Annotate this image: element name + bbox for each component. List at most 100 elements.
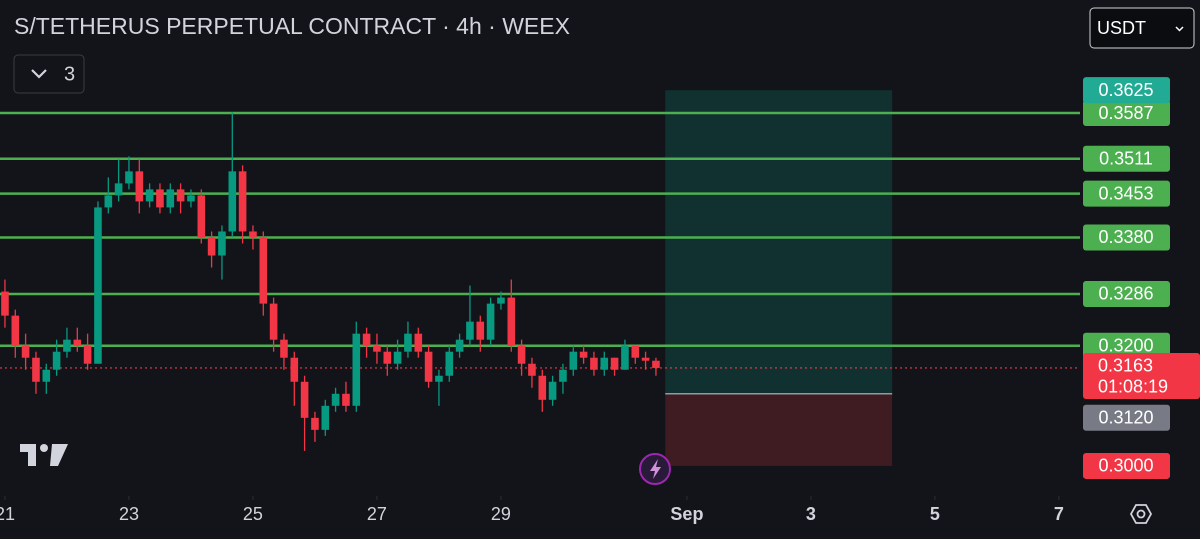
candle-body: [156, 189, 164, 208]
candle-body: [73, 339, 82, 346]
candle-body: [610, 357, 619, 370]
axis-layer: 21 23 25 27 29 Sep 3 5 7 0.3587 0.3511 0.3453 0.3380…: [0, 77, 1200, 524]
currency-select[interactable]: [1089, 7, 1195, 49]
indicator-toggle[interactable]: [13, 54, 85, 94]
candle-body: [393, 351, 402, 364]
candle-body: [652, 360, 660, 368]
entry-label: 0.3120: [1098, 408, 1153, 428]
candle-body: [631, 345, 640, 358]
candle-body: [94, 207, 102, 364]
candle-body: [362, 333, 371, 346]
current-price-box: [1083, 352, 1200, 399]
candle-body: [52, 351, 61, 370]
level-label: 0.3453: [1098, 183, 1153, 203]
level-label: 0.3587: [1098, 103, 1153, 123]
candle-body: [145, 189, 154, 202]
entry-box: [1083, 404, 1170, 431]
alert-icon[interactable]: [639, 453, 671, 485]
target-label: 0.3625: [1098, 80, 1153, 100]
candle-body: [373, 345, 381, 352]
candle-body: [42, 369, 51, 382]
candle-body: [32, 357, 40, 382]
candle-body: [342, 393, 350, 406]
candle-body: [104, 195, 113, 208]
x-tick-label: 29: [491, 504, 511, 524]
stop-zone: [665, 393, 893, 466]
level-box: [1083, 332, 1170, 359]
x-tick-label: 27: [367, 504, 387, 524]
candle-body: [600, 357, 609, 370]
countdown-label: 01:08:19: [1098, 377, 1168, 397]
candle-body: [166, 189, 175, 208]
candle-body: [476, 321, 485, 340]
candle-body: [311, 417, 319, 430]
candle-body: [238, 171, 247, 232]
candle-body: [414, 333, 423, 352]
candle-body: [331, 393, 340, 406]
level-box: [1083, 100, 1170, 127]
candle-body: [455, 339, 464, 352]
position-layer: [665, 90, 893, 466]
candle-body: [404, 333, 412, 352]
x-tick-label: Sep: [670, 504, 703, 524]
settings-icon[interactable]: [1129, 504, 1153, 524]
candle-body: [507, 297, 516, 346]
candle-body: [228, 171, 237, 232]
candle-body: [11, 315, 20, 346]
candle-body: [63, 339, 71, 352]
candle-body: [579, 351, 588, 358]
candle-body: [497, 297, 505, 304]
candle-body: [269, 303, 278, 340]
candle-body: [559, 369, 567, 382]
candle-body: [548, 381, 557, 400]
x-tick-label: 3: [806, 504, 816, 524]
candle-body: [621, 345, 629, 370]
candle-body: [125, 171, 133, 184]
candle-body: [114, 183, 123, 196]
candle-body: [641, 357, 650, 361]
candle-body: [1, 291, 9, 316]
stop-label: 0.3000: [1098, 456, 1153, 476]
candle-body: [249, 231, 257, 238]
candle-body: [21, 345, 30, 358]
x-tick-label: 25: [243, 504, 263, 524]
candle-body: [486, 303, 495, 340]
candle-body: [424, 351, 433, 382]
level-box: [1083, 280, 1170, 307]
x-tick-label: 5: [930, 504, 940, 524]
candle-body: [435, 375, 443, 382]
x-tick-label: 21: [0, 504, 15, 524]
candle-body: [517, 345, 526, 364]
candle-body: [590, 357, 598, 370]
candle-layer: [1, 112, 660, 451]
target-box: [1083, 77, 1170, 104]
candle-body: [259, 237, 268, 304]
level-box: [1083, 180, 1170, 207]
current-price-label: 0.3163: [1098, 356, 1153, 376]
candle-body: [280, 339, 288, 358]
candle-body: [218, 231, 226, 256]
x-tick-label: 23: [119, 504, 139, 524]
dropdown-icon: [1175, 26, 1184, 32]
chevron-icon: [31, 69, 47, 79]
candle-body: [528, 363, 536, 376]
target-zone: [665, 90, 893, 394]
candle-body: [187, 195, 195, 202]
candle-body: [197, 195, 206, 238]
candle-body: [352, 333, 361, 406]
candle-body: [300, 381, 309, 418]
candle-body: [445, 351, 454, 376]
candle-body: [383, 351, 392, 364]
tv-logo: [20, 444, 68, 466]
level-label: 0.3380: [1098, 227, 1153, 247]
candle-body: [321, 405, 330, 430]
candle-body: [538, 375, 547, 400]
level-label: 0.3511: [1099, 148, 1153, 168]
level-label: 0.3200: [1098, 335, 1153, 355]
x-tick-label: 7: [1054, 504, 1064, 524]
level-box: [1083, 145, 1170, 172]
currency-label: USDT: [1097, 18, 1146, 38]
chart-title: S/TETHERUS PERPETUAL CONTRACT · 4h · WEE…: [14, 13, 570, 39]
